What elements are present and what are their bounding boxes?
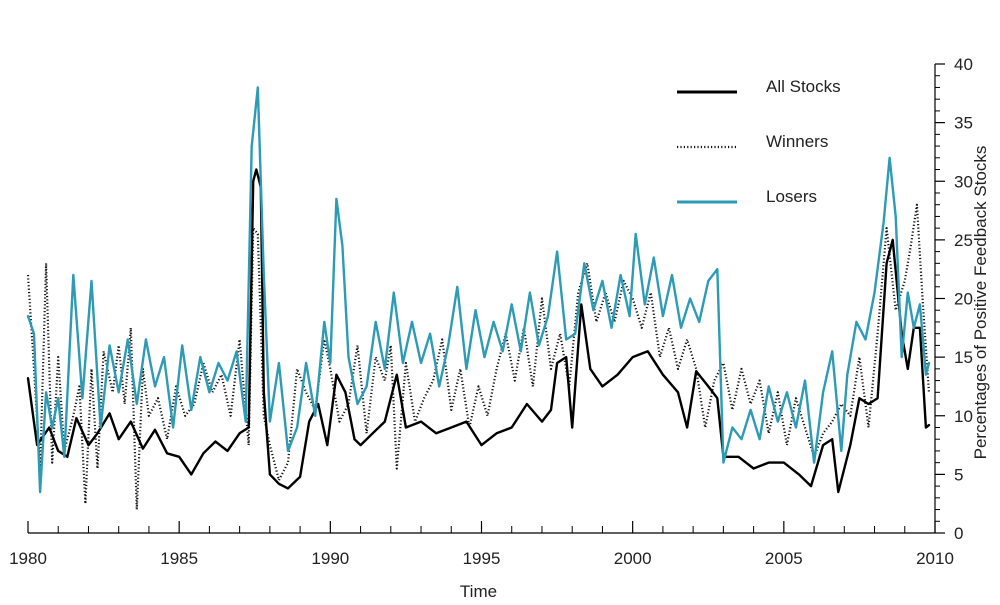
x-tick-label: 2010: [916, 549, 954, 568]
series-line-all-stocks: [26, 168, 931, 494]
x-tick-label: 1980: [9, 549, 47, 568]
y-tick-label: 25: [954, 231, 973, 250]
legend-label-winners: Winners: [766, 132, 828, 151]
legend-label-losers: Losers: [766, 187, 817, 206]
x-axis-title: Time: [460, 582, 497, 601]
series-layer: [26, 86, 931, 511]
x-tick-label: 1995: [463, 549, 501, 568]
y-tick-label: 40: [954, 55, 973, 74]
y-tick-label: 15: [954, 348, 973, 367]
x-tick-label: 2005: [765, 549, 803, 568]
y-tick-label: 35: [954, 114, 973, 133]
y-tick-label: 10: [954, 407, 973, 426]
x-tick-label: 1990: [311, 549, 349, 568]
x-tick-label: 2000: [614, 549, 652, 568]
series-line-losers: [26, 86, 931, 494]
y-tick-label: 30: [954, 172, 973, 191]
y-tick-label: 20: [954, 290, 973, 309]
y-tick-label: 5: [954, 465, 963, 484]
legend-label-all-stocks: All Stocks: [766, 77, 841, 96]
legend: All Stocks Winners Losers: [677, 77, 841, 206]
y-axis-title: Percentages of Positive Feedback Stocks: [971, 146, 990, 460]
x-tick-label: 1985: [160, 549, 198, 568]
y-tick-label: 0: [954, 524, 963, 543]
series-line-winners: [26, 203, 931, 511]
